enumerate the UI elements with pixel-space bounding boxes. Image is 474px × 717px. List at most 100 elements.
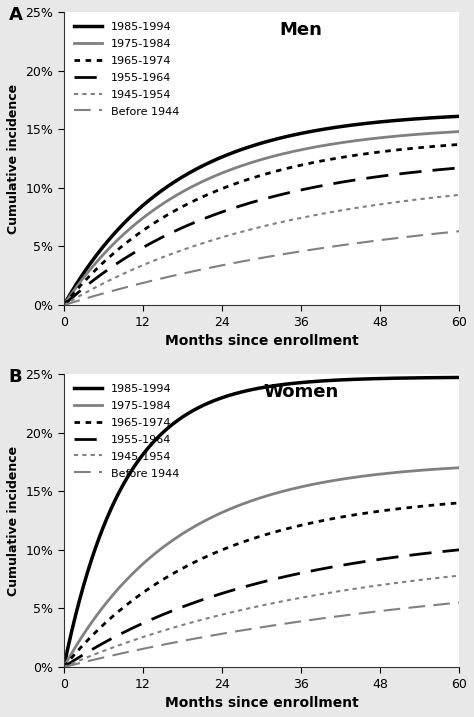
1975-1984 bbox=[249, 158, 255, 167]
1975-1984 bbox=[447, 464, 453, 473]
1955-1964 bbox=[275, 574, 281, 583]
Text: B: B bbox=[9, 368, 22, 386]
1945-1954 bbox=[296, 594, 302, 602]
1985-1994 bbox=[447, 113, 453, 121]
1945-1954 bbox=[249, 604, 255, 612]
X-axis label: Months since enrollment: Months since enrollment bbox=[164, 334, 358, 348]
1965-1974 bbox=[296, 161, 302, 170]
1965-1974 bbox=[251, 174, 257, 182]
Before 1944 bbox=[251, 255, 257, 264]
1985-1994 bbox=[275, 381, 281, 389]
1965-1974 bbox=[296, 521, 302, 530]
1955-1964 bbox=[275, 191, 281, 200]
1985-1994 bbox=[61, 663, 67, 671]
1985-1994 bbox=[61, 301, 67, 310]
1965-1974 bbox=[275, 166, 281, 175]
1965-1974 bbox=[251, 534, 257, 543]
1955-1964 bbox=[251, 580, 257, 589]
Line: Before 1944: Before 1944 bbox=[64, 602, 459, 667]
Legend: 1985-1994, 1975-1984, 1965-1974, 1955-1964, 1945-1954, Before 1944: 1985-1994, 1975-1984, 1965-1974, 1955-19… bbox=[70, 379, 184, 483]
1945-1954 bbox=[61, 301, 67, 310]
Legend: 1985-1994, 1975-1984, 1965-1974, 1955-1964, 1945-1954, Before 1944: 1985-1994, 1975-1984, 1965-1974, 1955-19… bbox=[70, 17, 184, 121]
1965-1974 bbox=[447, 141, 453, 149]
Line: 1975-1984: 1975-1984 bbox=[64, 131, 459, 305]
1955-1964 bbox=[61, 301, 67, 310]
1985-1994 bbox=[296, 130, 302, 138]
Before 1944 bbox=[456, 598, 462, 607]
1985-1994 bbox=[456, 373, 462, 381]
1985-1994 bbox=[275, 134, 281, 143]
1985-1994 bbox=[249, 142, 255, 151]
1965-1974 bbox=[456, 498, 462, 507]
1955-1964 bbox=[296, 186, 302, 195]
1975-1984 bbox=[275, 151, 281, 159]
1945-1954 bbox=[447, 572, 453, 581]
1985-1994 bbox=[296, 379, 302, 387]
1955-1964 bbox=[456, 546, 462, 554]
1975-1984 bbox=[61, 301, 67, 310]
1975-1984 bbox=[447, 128, 453, 136]
1945-1954 bbox=[456, 191, 462, 199]
1955-1964 bbox=[249, 581, 255, 589]
1975-1984 bbox=[296, 146, 302, 154]
1955-1964 bbox=[456, 163, 462, 172]
Before 1944 bbox=[275, 620, 281, 629]
1955-1964 bbox=[296, 569, 302, 578]
Y-axis label: Cumulative incidence: Cumulative incidence bbox=[7, 83, 20, 234]
1985-1994 bbox=[385, 374, 391, 383]
Before 1944 bbox=[456, 227, 462, 236]
1975-1984 bbox=[249, 496, 255, 505]
1985-1994 bbox=[456, 112, 462, 120]
1985-1994 bbox=[251, 385, 257, 394]
1975-1984 bbox=[456, 127, 462, 136]
1975-1984 bbox=[251, 495, 257, 504]
Before 1944 bbox=[249, 255, 255, 264]
1945-1954 bbox=[275, 598, 281, 607]
1985-1994 bbox=[251, 141, 257, 150]
Text: Men: Men bbox=[280, 21, 322, 39]
Line: 1975-1984: 1975-1984 bbox=[64, 467, 459, 667]
1975-1984 bbox=[251, 158, 257, 166]
Line: 1965-1974: 1965-1974 bbox=[64, 144, 459, 305]
1965-1974 bbox=[385, 147, 391, 156]
Line: 1955-1964: 1955-1964 bbox=[64, 550, 459, 667]
Text: Women: Women bbox=[264, 383, 338, 401]
X-axis label: Months since enrollment: Months since enrollment bbox=[164, 696, 358, 710]
1955-1964 bbox=[249, 198, 255, 206]
1985-1994 bbox=[385, 117, 391, 125]
Before 1944 bbox=[275, 251, 281, 260]
1945-1954 bbox=[447, 191, 453, 200]
Line: 1985-1994: 1985-1994 bbox=[64, 377, 459, 667]
Line: 1945-1954: 1945-1954 bbox=[64, 576, 459, 667]
Line: 1965-1974: 1965-1974 bbox=[64, 503, 459, 667]
Before 1944 bbox=[249, 625, 255, 633]
1985-1994 bbox=[249, 385, 255, 394]
1975-1984 bbox=[385, 469, 391, 478]
Line: 1945-1954: 1945-1954 bbox=[64, 195, 459, 305]
1975-1984 bbox=[61, 663, 67, 671]
1955-1964 bbox=[447, 164, 453, 173]
Line: Before 1944: Before 1944 bbox=[64, 232, 459, 305]
Before 1944 bbox=[296, 617, 302, 626]
1985-1994 bbox=[447, 374, 453, 382]
1955-1964 bbox=[61, 663, 67, 671]
Before 1944 bbox=[61, 663, 67, 671]
1965-1974 bbox=[385, 505, 391, 514]
1965-1974 bbox=[61, 663, 67, 671]
1945-1954 bbox=[249, 225, 255, 234]
Before 1944 bbox=[385, 235, 391, 244]
Before 1944 bbox=[385, 606, 391, 614]
Line: 1985-1994: 1985-1994 bbox=[64, 116, 459, 305]
1945-1954 bbox=[385, 580, 391, 589]
1955-1964 bbox=[447, 546, 453, 555]
1945-1954 bbox=[275, 219, 281, 227]
Text: A: A bbox=[9, 6, 22, 24]
Before 1944 bbox=[61, 301, 67, 310]
1975-1984 bbox=[456, 463, 462, 472]
1975-1984 bbox=[385, 133, 391, 141]
1945-1954 bbox=[385, 199, 391, 207]
1945-1954 bbox=[251, 603, 257, 612]
1965-1974 bbox=[249, 535, 255, 543]
1955-1964 bbox=[385, 171, 391, 180]
Before 1944 bbox=[251, 624, 257, 632]
